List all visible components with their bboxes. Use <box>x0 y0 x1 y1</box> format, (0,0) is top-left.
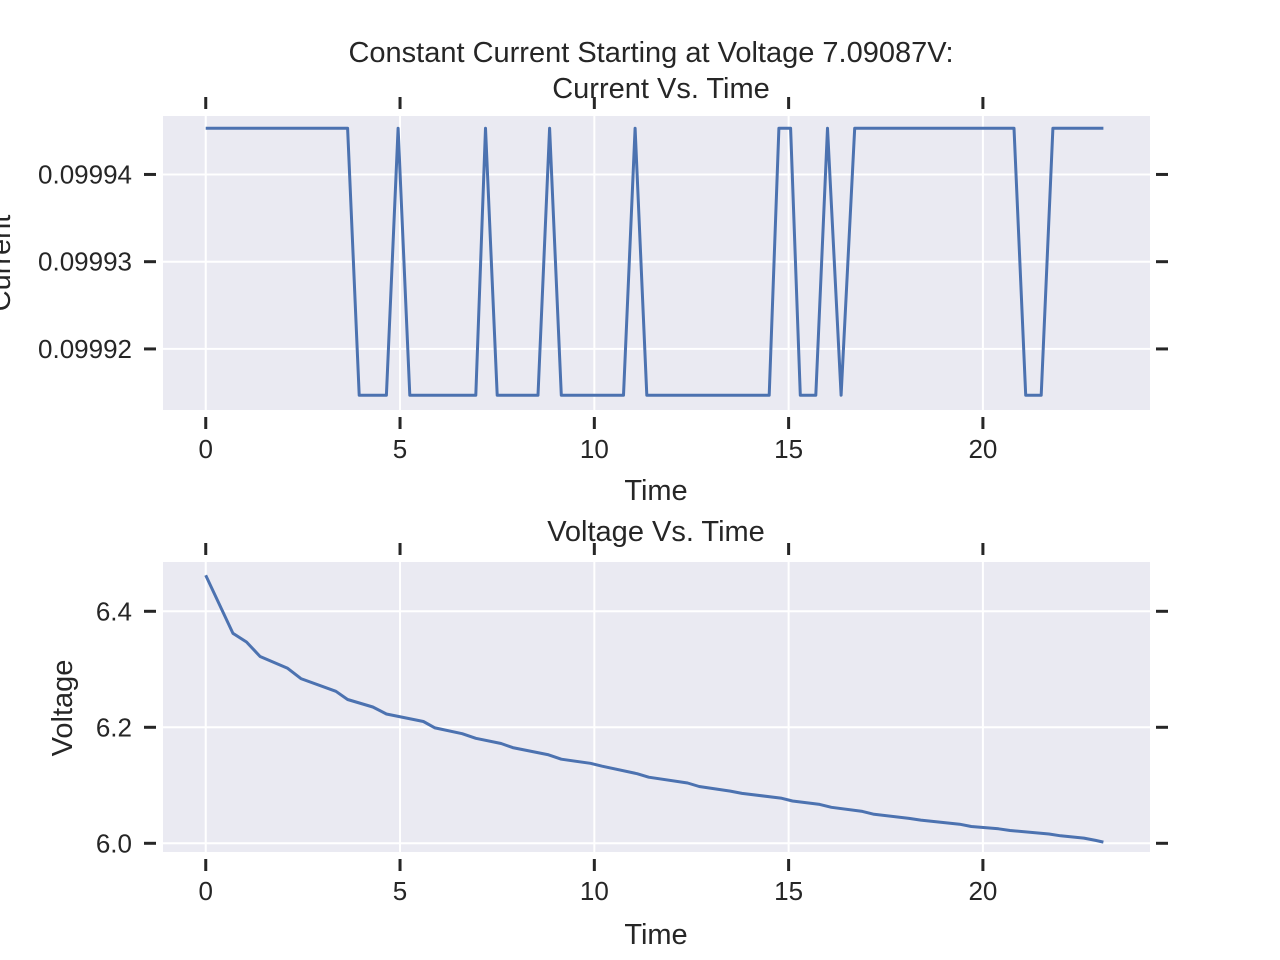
current-series-line <box>205 126 1104 397</box>
voltage-chart-title: Voltage Vs. Time <box>547 516 765 548</box>
voltage-tick-labels: 0 5 10 15 20 6.0 6.2 6.4 <box>96 596 998 906</box>
current-x-tick-label: 0 <box>199 434 213 464</box>
voltage-y-tick-label: 6.4 <box>96 596 132 626</box>
figure-suptitle: Constant Current Starting at Voltage 7.0… <box>348 37 953 69</box>
voltage-x-tick-label: 10 <box>580 876 609 906</box>
voltage-x-tick-label: 0 <box>199 876 213 906</box>
voltage-grid <box>163 562 1150 852</box>
current-plot-area <box>163 116 1150 410</box>
current-y-tick-label: 0.09994 <box>38 159 132 189</box>
current-x-tick-label: 15 <box>774 434 803 464</box>
voltage-plot-area <box>163 562 1150 852</box>
voltage-x-tick-label: 15 <box>774 876 803 906</box>
current-tick-labels: 0 5 10 15 20 0.09992 0.09993 0.09994 <box>38 159 997 464</box>
voltage-y-tick-label: 6.0 <box>96 828 132 858</box>
current-tick-marks <box>144 97 1168 429</box>
voltage-series-line <box>204 574 1104 844</box>
current-axes: 0 5 10 15 20 0.09992 0.09993 0.09994 Current Vs… <box>0 73 1168 507</box>
voltage-x-tick-label: 5 <box>393 876 407 906</box>
voltage-y-axis-label: Voltage <box>47 660 79 757</box>
voltage-axes: 0 5 10 15 206.06.26.4 Voltage Vs. Time Time … <box>47 516 1168 951</box>
current-x-axis-label: Time <box>624 475 687 507</box>
voltage-x-tick-label: 20 <box>968 876 997 906</box>
voltage-x-axis-label: Time <box>624 919 687 951</box>
current-chart-title: Current Vs. Time <box>552 73 770 105</box>
current-y-axis-label: Current <box>0 215 17 312</box>
voltage-tick-marks <box>144 543 1168 871</box>
current-x-tick-label: 10 <box>580 434 609 464</box>
current-x-tick-label: 20 <box>968 434 997 464</box>
voltage-y-tick-label: 6.2 <box>96 712 132 742</box>
current-y-tick-label: 0.09993 <box>38 247 132 277</box>
current-y-tick-label: 0.09992 <box>38 334 132 364</box>
current-x-tick-label: 5 <box>393 434 407 464</box>
